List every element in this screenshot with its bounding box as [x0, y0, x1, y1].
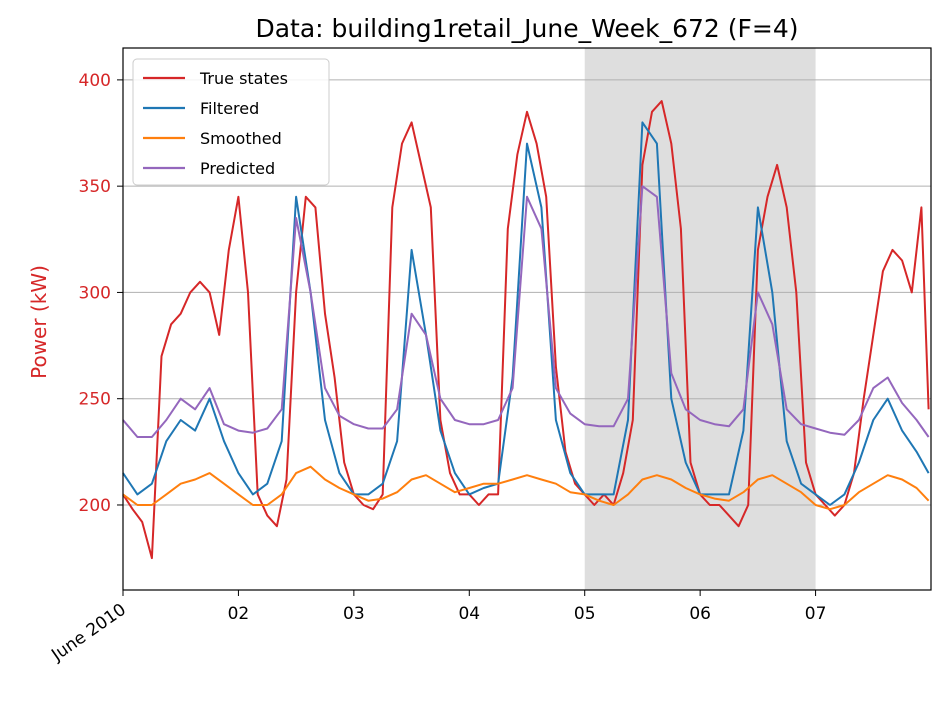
shaded-region-rect: [584, 48, 816, 590]
x-tick-label-2010-06-03: 03: [343, 604, 365, 624]
plot-frame: [122, 47, 932, 591]
series-lines: [122, 100, 930, 560]
series-line-filtered: [122, 121, 930, 506]
series-line-predicted: [122, 185, 930, 438]
legend: True states Filtered Smoothed Predicted: [132, 58, 330, 186]
x-tick-label-2010-06-06: 06: [689, 604, 711, 624]
series-line-smoothed: [122, 465, 930, 511]
x-tick-label-2010-06-04: 04: [458, 604, 480, 624]
y-tick-labels: 200 250 300 350 400: [79, 71, 123, 516]
y-tick-label-300: 300: [79, 283, 111, 303]
shaded-region: [584, 48, 816, 590]
x-tick-label-2010-06-07: 07: [805, 604, 827, 624]
legend-label-0: True states: [199, 69, 288, 88]
y-tick-label-350: 350: [79, 177, 111, 197]
y-tick-label-200: 200: [79, 496, 111, 516]
y-tick-label-250: 250: [79, 390, 111, 410]
axes: [122, 47, 932, 591]
x-tick-label-2010-06-01: June 2010: [47, 600, 129, 666]
y-tick-label-400: 400: [79, 71, 111, 91]
legend-label-3: Predicted: [200, 159, 275, 178]
legend-label-2: Smoothed: [200, 129, 282, 148]
x-tick-label-2010-06-05: 05: [574, 604, 596, 624]
x-tick-labels: June 2010 02 03 04 05 06 07: [47, 590, 826, 666]
legend-label-1: Filtered: [200, 99, 259, 118]
chart-title: Data: building1retail_June_Week_672 (F=4…: [255, 14, 798, 43]
legend-box: [132, 58, 330, 186]
x-tick-label-2010-06-02: 02: [228, 604, 250, 624]
series-line-true-states: [122, 100, 930, 560]
y-axis-label: Power (kW): [27, 265, 51, 379]
